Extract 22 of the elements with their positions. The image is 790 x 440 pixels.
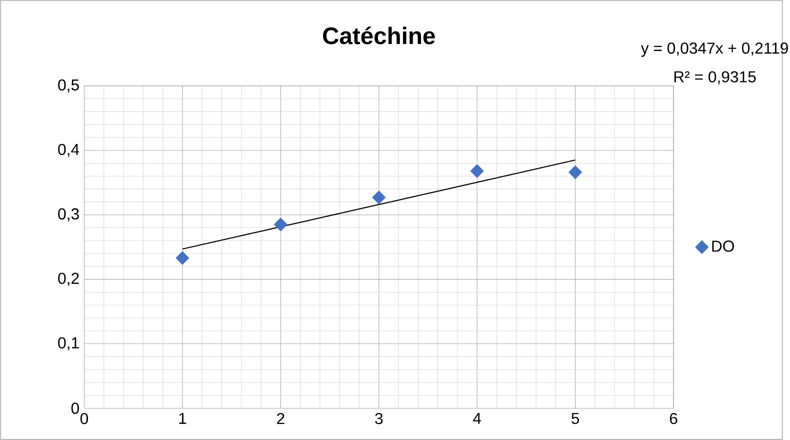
chart-title: Catéchine <box>323 26 435 44</box>
y-tick-label: 0 <box>71 402 79 414</box>
y-tick-label: 0,4 <box>58 144 80 157</box>
point <box>372 190 386 204</box>
y-tick-label: 0,1 <box>58 337 79 350</box>
point <box>470 164 484 178</box>
x-tick-label: 2 <box>277 412 284 424</box>
x-tick-label: 0 <box>80 412 88 424</box>
x-tick-label: 3 <box>375 412 383 424</box>
y-tick-label: 0,3 <box>58 208 79 222</box>
legend-label: DO <box>712 240 734 252</box>
x-tick-label: 5 <box>572 412 580 424</box>
y-tick-label: 0,5 <box>58 79 79 92</box>
text: y = 0,0347x + 0,2119 <box>640 42 788 57</box>
x-tick-label: 6 <box>670 412 678 424</box>
point <box>568 165 582 180</box>
y-tick-label: 0,2 <box>58 272 79 286</box>
point <box>274 218 288 232</box>
x-tick-label: 1 <box>179 412 186 424</box>
text: R² = 0,9315 <box>674 71 756 84</box>
point <box>176 251 190 265</box>
x-tick-label: 4 <box>473 412 482 424</box>
